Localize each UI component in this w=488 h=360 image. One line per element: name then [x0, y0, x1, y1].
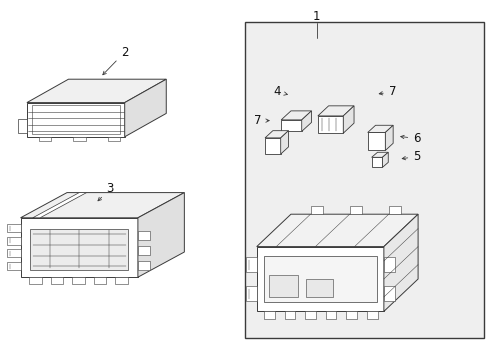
- Bar: [115, 277, 127, 284]
- Polygon shape: [301, 111, 311, 131]
- Bar: [39, 137, 51, 141]
- Bar: [107, 137, 120, 141]
- Bar: [29, 277, 41, 284]
- Bar: [72, 277, 84, 284]
- Text: 5: 5: [402, 150, 420, 163]
- Polygon shape: [7, 237, 20, 245]
- Bar: [305, 311, 315, 319]
- Polygon shape: [383, 286, 394, 301]
- Polygon shape: [383, 214, 417, 311]
- Polygon shape: [388, 206, 400, 214]
- Polygon shape: [305, 279, 332, 297]
- Text: 1: 1: [312, 10, 320, 23]
- Polygon shape: [343, 106, 353, 133]
- Polygon shape: [264, 138, 280, 154]
- Polygon shape: [124, 79, 166, 137]
- Polygon shape: [385, 125, 392, 150]
- Polygon shape: [371, 157, 382, 167]
- Polygon shape: [245, 286, 256, 301]
- Polygon shape: [33, 193, 86, 218]
- Bar: [245, 22, 483, 338]
- Polygon shape: [268, 275, 298, 297]
- Polygon shape: [349, 206, 361, 214]
- Polygon shape: [382, 152, 387, 167]
- Text: 6: 6: [400, 132, 420, 145]
- Polygon shape: [317, 106, 353, 116]
- Bar: [264, 256, 376, 302]
- Text: 7: 7: [254, 114, 268, 127]
- Polygon shape: [30, 229, 128, 270]
- Polygon shape: [317, 116, 343, 133]
- Bar: [346, 311, 356, 319]
- Polygon shape: [367, 125, 392, 132]
- Polygon shape: [138, 231, 150, 240]
- Polygon shape: [256, 247, 383, 311]
- Bar: [94, 277, 106, 284]
- Polygon shape: [27, 79, 166, 103]
- Polygon shape: [245, 257, 256, 272]
- Polygon shape: [7, 249, 20, 257]
- Polygon shape: [310, 206, 322, 214]
- Polygon shape: [280, 131, 288, 154]
- Polygon shape: [20, 218, 138, 277]
- Text: 4: 4: [273, 85, 287, 98]
- Polygon shape: [281, 120, 301, 131]
- Polygon shape: [18, 119, 27, 133]
- Polygon shape: [7, 262, 20, 270]
- Polygon shape: [138, 246, 150, 255]
- Polygon shape: [281, 111, 311, 120]
- Polygon shape: [27, 103, 124, 137]
- Bar: [73, 137, 85, 141]
- Bar: [264, 311, 274, 319]
- Polygon shape: [256, 214, 417, 247]
- Polygon shape: [371, 152, 387, 157]
- Bar: [284, 311, 295, 319]
- Bar: [325, 311, 336, 319]
- Text: 3: 3: [98, 183, 114, 201]
- Text: 2: 2: [102, 46, 128, 75]
- Bar: [51, 277, 63, 284]
- Text: 7: 7: [379, 85, 395, 98]
- Polygon shape: [264, 131, 288, 138]
- Polygon shape: [383, 257, 394, 272]
- Bar: [366, 311, 377, 319]
- Polygon shape: [138, 193, 184, 277]
- Polygon shape: [367, 132, 385, 150]
- Polygon shape: [7, 224, 20, 232]
- Polygon shape: [20, 193, 184, 218]
- Polygon shape: [138, 261, 150, 270]
